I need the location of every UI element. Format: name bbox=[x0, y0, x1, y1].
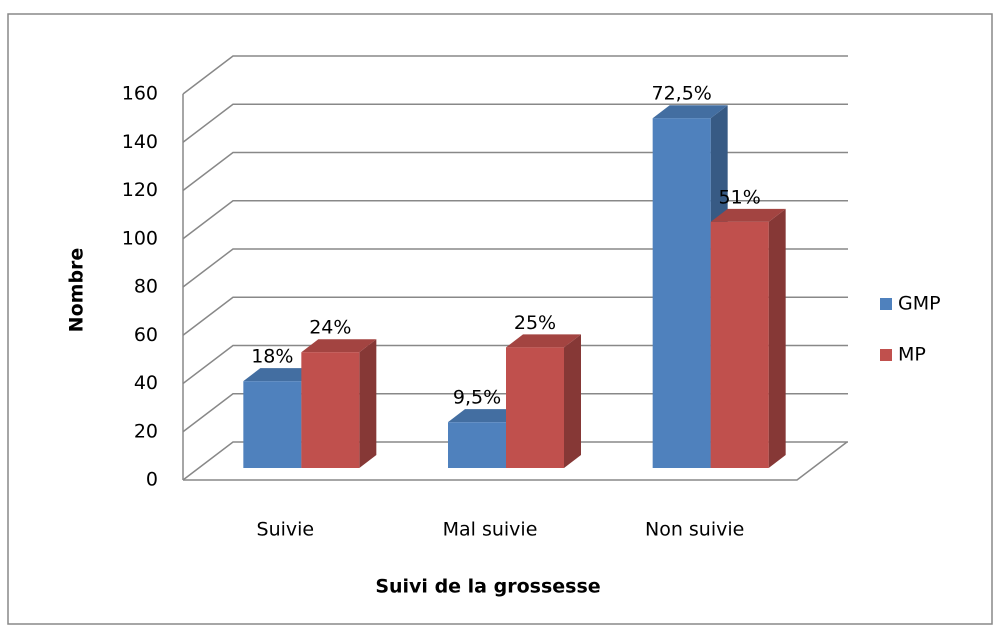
bar-top bbox=[301, 339, 377, 353]
legend-label: MP bbox=[898, 344, 926, 366]
bar-side bbox=[359, 339, 377, 468]
bar-top bbox=[243, 368, 319, 382]
x-tick-label: Mal suivie bbox=[443, 519, 538, 541]
legend-label: GMP bbox=[898, 293, 941, 315]
grid-line bbox=[182, 55, 848, 95]
bar-side bbox=[564, 334, 581, 468]
data-label: 9,5% bbox=[453, 387, 501, 409]
bar-top bbox=[506, 334, 581, 348]
grid-line bbox=[182, 151, 848, 192]
data-label: 51% bbox=[719, 186, 761, 208]
grid-line bbox=[182, 103, 848, 143]
legend-swatch bbox=[880, 298, 892, 310]
bar-side bbox=[768, 208, 786, 469]
x-tick-label: Non suivie bbox=[645, 519, 744, 541]
bar-top bbox=[652, 105, 728, 119]
floor-edge bbox=[183, 441, 848, 481]
data-label: 72,5% bbox=[651, 83, 711, 105]
bar bbox=[710, 221, 769, 468]
grid-line bbox=[182, 248, 848, 288]
grid-line bbox=[182, 344, 848, 385]
bar-top bbox=[448, 409, 523, 423]
grid-line bbox=[182, 393, 848, 433]
y-tick-label: 80 bbox=[134, 276, 158, 298]
y-axis-title: Nombre bbox=[66, 248, 88, 333]
y-tick-label: 140 bbox=[122, 131, 158, 153]
grid-line bbox=[182, 441, 848, 481]
x-tick-label: Suivie bbox=[257, 519, 315, 541]
y-tick-label: 160 bbox=[122, 83, 158, 105]
bar bbox=[448, 422, 506, 468]
y-tick-label: 120 bbox=[122, 179, 158, 201]
y-tick-label: 40 bbox=[134, 372, 158, 394]
y-tick-label: 100 bbox=[122, 227, 158, 249]
grid-line bbox=[182, 296, 848, 336]
bar bbox=[243, 381, 302, 468]
bar bbox=[506, 347, 564, 468]
grid-line bbox=[182, 200, 848, 240]
bar-top bbox=[710, 208, 786, 222]
legend-swatch bbox=[880, 349, 892, 361]
data-label: 18% bbox=[251, 346, 293, 368]
data-label: 25% bbox=[514, 312, 556, 334]
bar bbox=[652, 118, 711, 468]
y-tick-label: 20 bbox=[134, 420, 158, 442]
y-tick-label: 60 bbox=[134, 324, 158, 346]
bar bbox=[301, 352, 360, 468]
chart-frame bbox=[7, 13, 993, 625]
y-tick-label: 0 bbox=[146, 469, 158, 491]
data-label: 24% bbox=[309, 317, 351, 339]
x-axis-title: Suivi de la grossesse bbox=[375, 576, 600, 598]
